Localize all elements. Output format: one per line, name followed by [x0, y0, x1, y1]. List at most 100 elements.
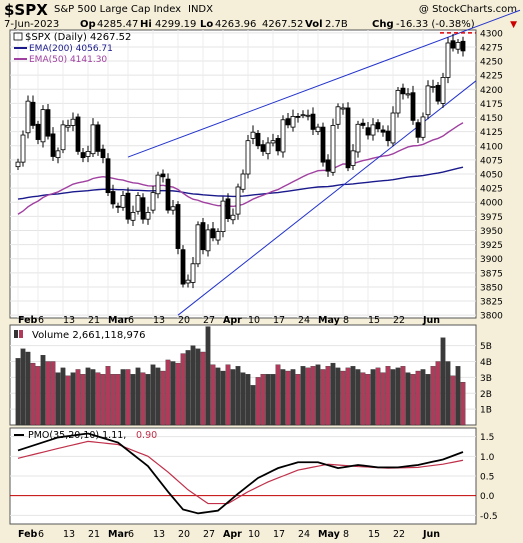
candle-body: [270, 140, 276, 144]
candle-body: [295, 116, 301, 118]
x-axis-label: 8: [343, 529, 349, 540]
volume-bar: [265, 374, 271, 426]
candle-body: [190, 263, 196, 283]
volume-bar: [285, 370, 291, 426]
pmo-grid: [10, 436, 476, 516]
candle-body: [250, 131, 256, 139]
candle-body: [435, 84, 441, 102]
volume-bar: [395, 367, 401, 426]
volume-bar: [90, 369, 96, 426]
candle-body: [40, 109, 46, 143]
volume-bar: [330, 362, 336, 426]
volume-bar: [60, 367, 66, 426]
candle-body: [55, 150, 61, 159]
candle-body: [90, 124, 96, 155]
volume-bar: [40, 355, 46, 426]
volume-bar: [180, 353, 186, 426]
price-tick-label: 4075: [480, 156, 503, 166]
pmo-label: PMO(35,20,10) 1.11,: [28, 430, 126, 441]
volume-bar: [125, 369, 131, 426]
candle-body: [445, 42, 451, 78]
x-axis-label: 8: [343, 315, 349, 326]
candle-body: [365, 127, 371, 136]
candle-body: [70, 118, 76, 126]
candle-body: [385, 130, 391, 142]
candle-body: [125, 192, 131, 220]
candle-body: [290, 116, 296, 128]
candle-body: [210, 228, 216, 239]
price-tick-label: 4225: [480, 72, 503, 82]
candle-body: [455, 42, 461, 50]
x-axis-label: 13: [153, 315, 165, 326]
volume-bar: [305, 367, 311, 426]
volume-bar: [450, 375, 456, 426]
x-axis-label: Jun: [422, 529, 440, 540]
op-value: 4285.47: [97, 19, 138, 30]
volume-bar: [275, 364, 281, 426]
volume-bar: [215, 367, 221, 426]
volume-bar: [230, 369, 236, 426]
volume-bar: [100, 374, 106, 426]
candle-body: [440, 77, 446, 104]
volume-bar: [380, 372, 386, 426]
volume-bar: [385, 366, 391, 426]
legend-ema50: EMA(50) 4141.30: [29, 55, 107, 65]
x-axis-label: Feb: [18, 315, 38, 326]
volume-bar: [165, 359, 171, 426]
candle-body: [330, 125, 336, 173]
volume-bar: [360, 372, 366, 426]
volume-bar: [290, 369, 296, 426]
candle-body: [430, 86, 436, 88]
volume-bar: [245, 374, 251, 426]
candle-body: [165, 178, 171, 211]
hi-label: Hi: [140, 19, 152, 30]
x-axis-label: 20: [178, 315, 190, 326]
candle-body: [450, 40, 456, 49]
candle-body: [175, 204, 181, 249]
candle-body: [120, 195, 126, 208]
x-axis-label: 24: [298, 529, 310, 540]
candle-body: [145, 211, 151, 220]
price-tick-label: 4000: [480, 199, 503, 209]
volume-bar: [445, 361, 451, 426]
price-candles: [15, 33, 466, 289]
pmo-tick-label: 1.5: [480, 433, 494, 443]
pmo-tick-label: 0.0: [480, 492, 495, 502]
volume-bar: [135, 367, 141, 426]
volume-bar: [70, 372, 76, 426]
volume-bar: [300, 366, 306, 426]
volume-y-axis: 1B 2B 3B 4B 5B: [480, 342, 492, 415]
candle-body: [230, 214, 236, 221]
price-trendlines: [127, 9, 521, 316]
candle-body: [140, 197, 146, 220]
candle-body: [425, 85, 431, 116]
candle-body: [200, 222, 206, 251]
volume-panel: 1B 2B 3B 4B 5B Volume 2,661,118,976: [9, 324, 492, 426]
pmo-panel: -0.5 0.0 0.5 1.0 1.5 PMO(35,20,10) 1.11, 0.9…: [9, 427, 498, 525]
x-axis-label: Jun: [422, 315, 440, 326]
price-tick-label: 3875: [480, 269, 503, 279]
volume-bar: [65, 375, 71, 426]
volume-bar: [80, 374, 86, 426]
volume-bar: [115, 374, 121, 426]
volume-bar: [170, 361, 176, 426]
candle-body: [245, 140, 251, 175]
volume-bar: [255, 377, 261, 426]
x-axis-label: 6: [128, 315, 134, 326]
volume-swatch-up: [14, 330, 18, 338]
candle-body: [320, 126, 326, 163]
price-tick-label: 4175: [480, 100, 503, 110]
x-axis-label: 17: [273, 529, 285, 540]
date: 7-Jun-2023: [4, 19, 59, 30]
candle-body: [405, 93, 411, 96]
volume-tick-label: 4B: [480, 358, 492, 368]
candle-body: [105, 158, 111, 194]
candle-body: [95, 124, 101, 152]
candle-body: [180, 249, 186, 285]
lo-label: Lo: [200, 19, 213, 30]
candle-body: [360, 122, 366, 126]
volume-bar: [325, 366, 331, 426]
volume-bar: [375, 367, 381, 426]
volume-tick-label: 1B: [480, 406, 492, 416]
x-axis-label: 10: [248, 315, 260, 326]
